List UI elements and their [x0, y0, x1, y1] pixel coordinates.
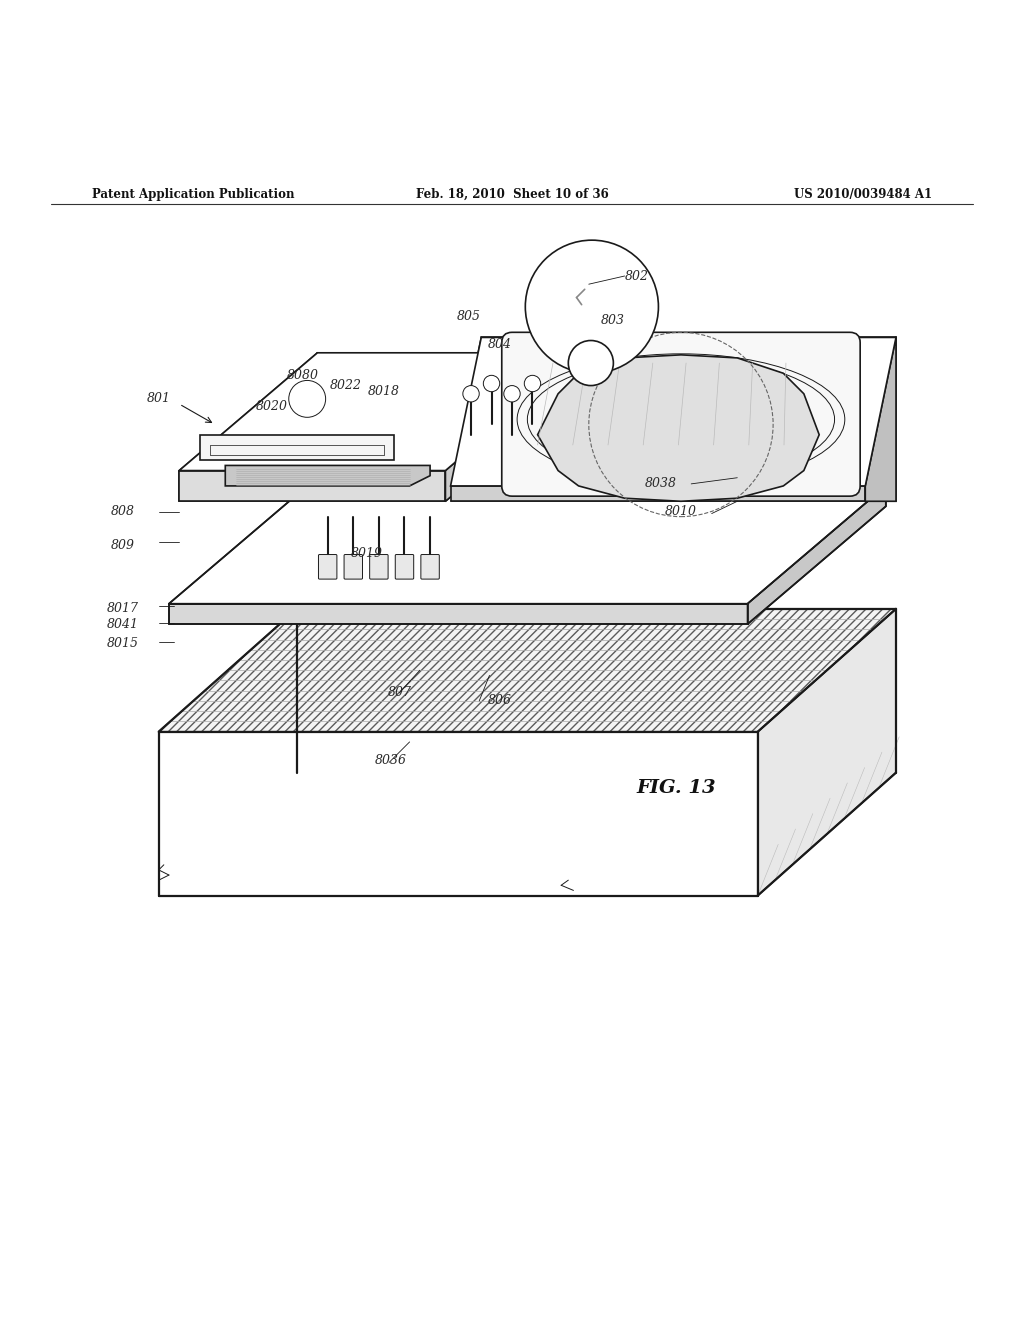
Text: 8036: 8036 [375, 754, 408, 767]
Circle shape [289, 380, 326, 417]
FancyBboxPatch shape [395, 554, 414, 579]
Text: 807: 807 [387, 686, 412, 700]
Circle shape [525, 240, 658, 374]
Polygon shape [179, 470, 445, 502]
Text: 8010: 8010 [665, 506, 697, 517]
Polygon shape [159, 609, 896, 731]
Circle shape [568, 341, 613, 385]
Polygon shape [445, 352, 584, 502]
Text: 808: 808 [111, 506, 135, 517]
Text: Patent Application Publication: Patent Application Publication [92, 187, 295, 201]
Text: US 2010/0039484 A1: US 2010/0039484 A1 [794, 187, 932, 201]
Text: FIG. 13: FIG. 13 [636, 779, 716, 797]
Polygon shape [225, 466, 430, 486]
Text: 809: 809 [111, 539, 135, 552]
FancyBboxPatch shape [370, 554, 388, 579]
Text: 8020: 8020 [255, 400, 288, 413]
Polygon shape [451, 486, 865, 502]
Polygon shape [179, 352, 584, 470]
FancyBboxPatch shape [502, 333, 860, 496]
Text: 8017: 8017 [106, 602, 139, 615]
Text: 8022: 8022 [330, 379, 362, 392]
Polygon shape [538, 355, 819, 502]
Text: 8038: 8038 [644, 478, 677, 490]
Circle shape [463, 385, 479, 403]
Text: 806: 806 [487, 694, 512, 708]
FancyBboxPatch shape [344, 554, 362, 579]
Text: 801: 801 [146, 392, 171, 405]
Circle shape [483, 375, 500, 392]
Polygon shape [451, 338, 896, 486]
Text: 8019: 8019 [350, 546, 383, 560]
Text: 8041: 8041 [106, 618, 139, 631]
Text: 8015: 8015 [106, 638, 139, 651]
Polygon shape [758, 609, 896, 895]
Text: 804: 804 [487, 338, 512, 351]
Text: 803: 803 [600, 314, 625, 326]
Text: 8080: 8080 [287, 368, 319, 381]
Text: Feb. 18, 2010  Sheet 10 of 36: Feb. 18, 2010 Sheet 10 of 36 [416, 187, 608, 201]
Polygon shape [748, 486, 886, 624]
FancyBboxPatch shape [318, 554, 337, 579]
Polygon shape [159, 731, 758, 895]
Text: 802: 802 [625, 269, 649, 282]
FancyBboxPatch shape [421, 554, 439, 579]
Polygon shape [169, 486, 886, 603]
Polygon shape [169, 603, 748, 624]
Polygon shape [865, 338, 896, 502]
Circle shape [504, 385, 520, 403]
Text: 805: 805 [457, 310, 481, 323]
Text: 8018: 8018 [368, 385, 400, 399]
Polygon shape [200, 434, 394, 461]
Circle shape [524, 375, 541, 392]
